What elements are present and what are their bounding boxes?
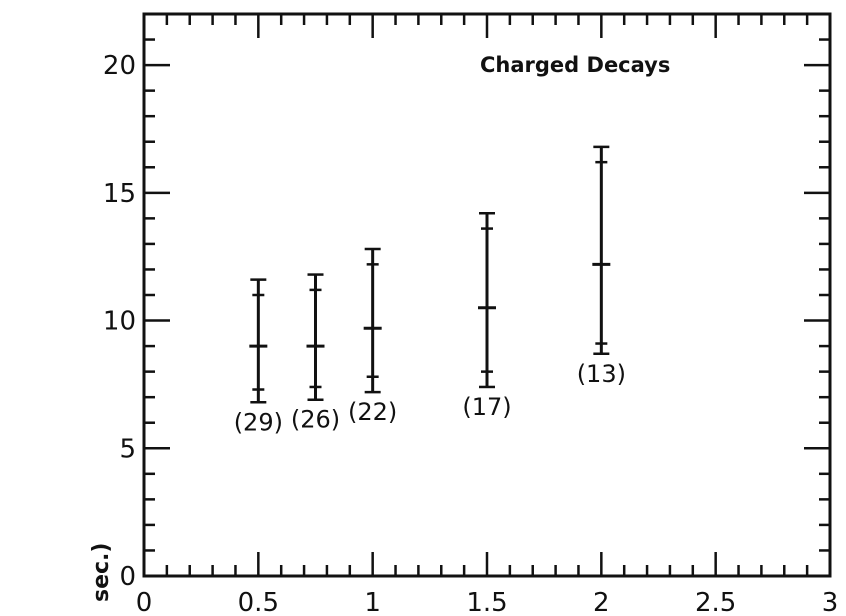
chart-annotation: Charged Decays bbox=[480, 53, 670, 77]
count-label: (29) bbox=[234, 408, 283, 436]
x-tick-label: 2.5 bbox=[695, 588, 736, 616]
count-label: (17) bbox=[462, 393, 511, 421]
y-tick-label: 20 bbox=[103, 51, 136, 81]
axis-ticks bbox=[142, 12, 832, 578]
data-points: (29) (26) (22) (17) (13) bbox=[234, 145, 626, 436]
count-label: (26) bbox=[291, 406, 340, 434]
x-tick-label: 0 bbox=[136, 588, 153, 616]
y-tick-label: 15 bbox=[103, 179, 136, 209]
y-tick-label: 0 bbox=[119, 562, 136, 592]
y-tick-labels: 0 5 10 15 20 bbox=[103, 51, 136, 592]
count-label: (22) bbox=[348, 398, 397, 426]
x-tick-labels: 0 0.5 1 1.5 2 2.5 3 bbox=[136, 588, 839, 616]
x-tick-label: 2 bbox=[593, 588, 610, 616]
x-tick-label: 1.5 bbox=[466, 588, 507, 616]
y-tick-label: 5 bbox=[119, 434, 136, 464]
x-tick-label: 1 bbox=[364, 588, 381, 616]
y-tick-label: 10 bbox=[103, 307, 136, 337]
y-axis-label: sec.) bbox=[89, 543, 114, 602]
x-tick-label: 3 bbox=[822, 588, 839, 616]
x-tick-label: 0.5 bbox=[238, 588, 279, 616]
count-label: (13) bbox=[577, 360, 626, 388]
